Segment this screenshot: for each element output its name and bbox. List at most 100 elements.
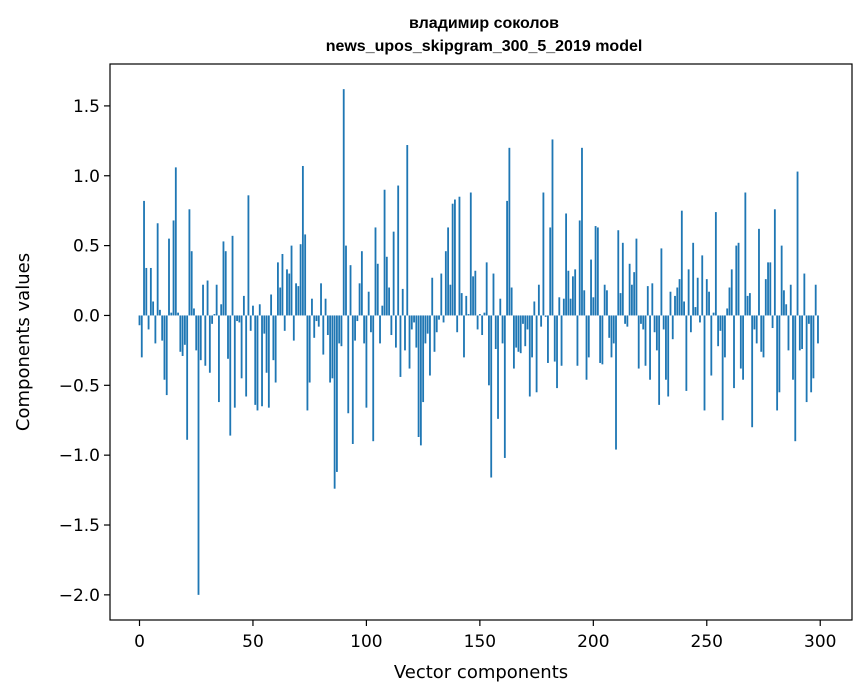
bar <box>644 315 647 366</box>
bar <box>408 315 411 369</box>
bar <box>812 315 815 379</box>
bar <box>547 315 549 363</box>
bar <box>372 315 375 442</box>
bar <box>660 248 663 316</box>
bar <box>565 213 567 316</box>
bar <box>742 315 744 380</box>
bar <box>172 220 175 316</box>
bar <box>301 165 304 316</box>
bar <box>528 315 531 397</box>
bar <box>365 315 368 408</box>
bar <box>258 304 261 316</box>
bar <box>719 315 722 331</box>
bar <box>783 290 785 316</box>
bar <box>535 315 538 393</box>
bar <box>696 277 699 316</box>
bar <box>501 315 504 344</box>
bar <box>787 315 790 351</box>
y-axis-label: Components values <box>13 253 34 431</box>
bar <box>218 315 220 403</box>
bar <box>261 315 263 407</box>
bar <box>454 199 456 316</box>
bar <box>233 315 236 408</box>
bar <box>665 315 667 380</box>
bar <box>263 315 266 334</box>
bar <box>807 315 810 324</box>
bar <box>717 315 720 347</box>
bar <box>138 315 141 326</box>
bar <box>560 315 563 366</box>
bar <box>474 270 477 316</box>
bar <box>551 139 554 316</box>
bar <box>424 315 427 344</box>
bar <box>678 279 681 316</box>
bar <box>701 255 704 316</box>
bar <box>694 307 697 316</box>
bar <box>574 269 577 316</box>
bar <box>587 315 590 358</box>
bar <box>803 273 806 316</box>
bar <box>242 295 245 316</box>
bar <box>379 315 381 344</box>
bar <box>549 227 552 316</box>
bar <box>467 314 470 316</box>
bar <box>619 293 622 316</box>
bar <box>674 295 676 316</box>
bar <box>152 301 155 316</box>
bar <box>342 89 345 316</box>
bar <box>156 223 159 316</box>
bar <box>703 315 706 411</box>
bar <box>599 315 602 363</box>
y-tick-label: 1.0 <box>73 167 100 187</box>
bar <box>313 315 316 338</box>
bar <box>143 200 145 316</box>
bar <box>429 315 431 376</box>
bar <box>397 185 400 316</box>
bar <box>147 315 150 330</box>
bar <box>159 309 161 316</box>
x-axis-ticks: 0 50 100 150 200 250 300 <box>134 620 836 652</box>
bar <box>390 315 393 336</box>
bar <box>274 315 277 383</box>
bar <box>578 220 581 316</box>
bar <box>485 262 488 316</box>
bar <box>449 284 452 316</box>
bar <box>658 315 661 405</box>
bar <box>540 315 543 327</box>
bar <box>735 245 738 316</box>
x-tick-label: 50 <box>242 632 264 652</box>
bar <box>149 267 152 316</box>
bar <box>764 279 767 316</box>
bar <box>760 315 763 352</box>
x-tick-label: 150 <box>464 632 496 652</box>
bar <box>689 315 692 333</box>
bar <box>245 315 248 397</box>
bar <box>817 315 819 344</box>
bar <box>415 315 418 348</box>
x-tick-label: 0 <box>134 632 145 652</box>
bar <box>524 315 527 347</box>
bar <box>360 251 363 316</box>
bars-group <box>138 89 819 595</box>
bar <box>814 284 817 316</box>
bar <box>601 315 604 365</box>
y-axis-ticks: −2.0 −1.5 −1.0 −0.5 0.0 0.5 1.0 1.5 <box>59 97 110 606</box>
bar <box>351 315 354 444</box>
bar <box>628 263 631 316</box>
bar <box>322 315 325 355</box>
bar <box>569 298 572 316</box>
bar <box>277 262 279 316</box>
bar <box>279 287 282 316</box>
bar <box>512 315 515 369</box>
x-tick-label: 100 <box>350 632 382 652</box>
bar <box>478 314 481 316</box>
bar <box>596 227 599 316</box>
bar <box>792 315 794 380</box>
bar <box>758 228 760 316</box>
bar <box>621 242 624 316</box>
bar <box>508 147 511 316</box>
bar <box>181 315 184 356</box>
bar <box>612 315 615 344</box>
bar <box>311 298 313 316</box>
